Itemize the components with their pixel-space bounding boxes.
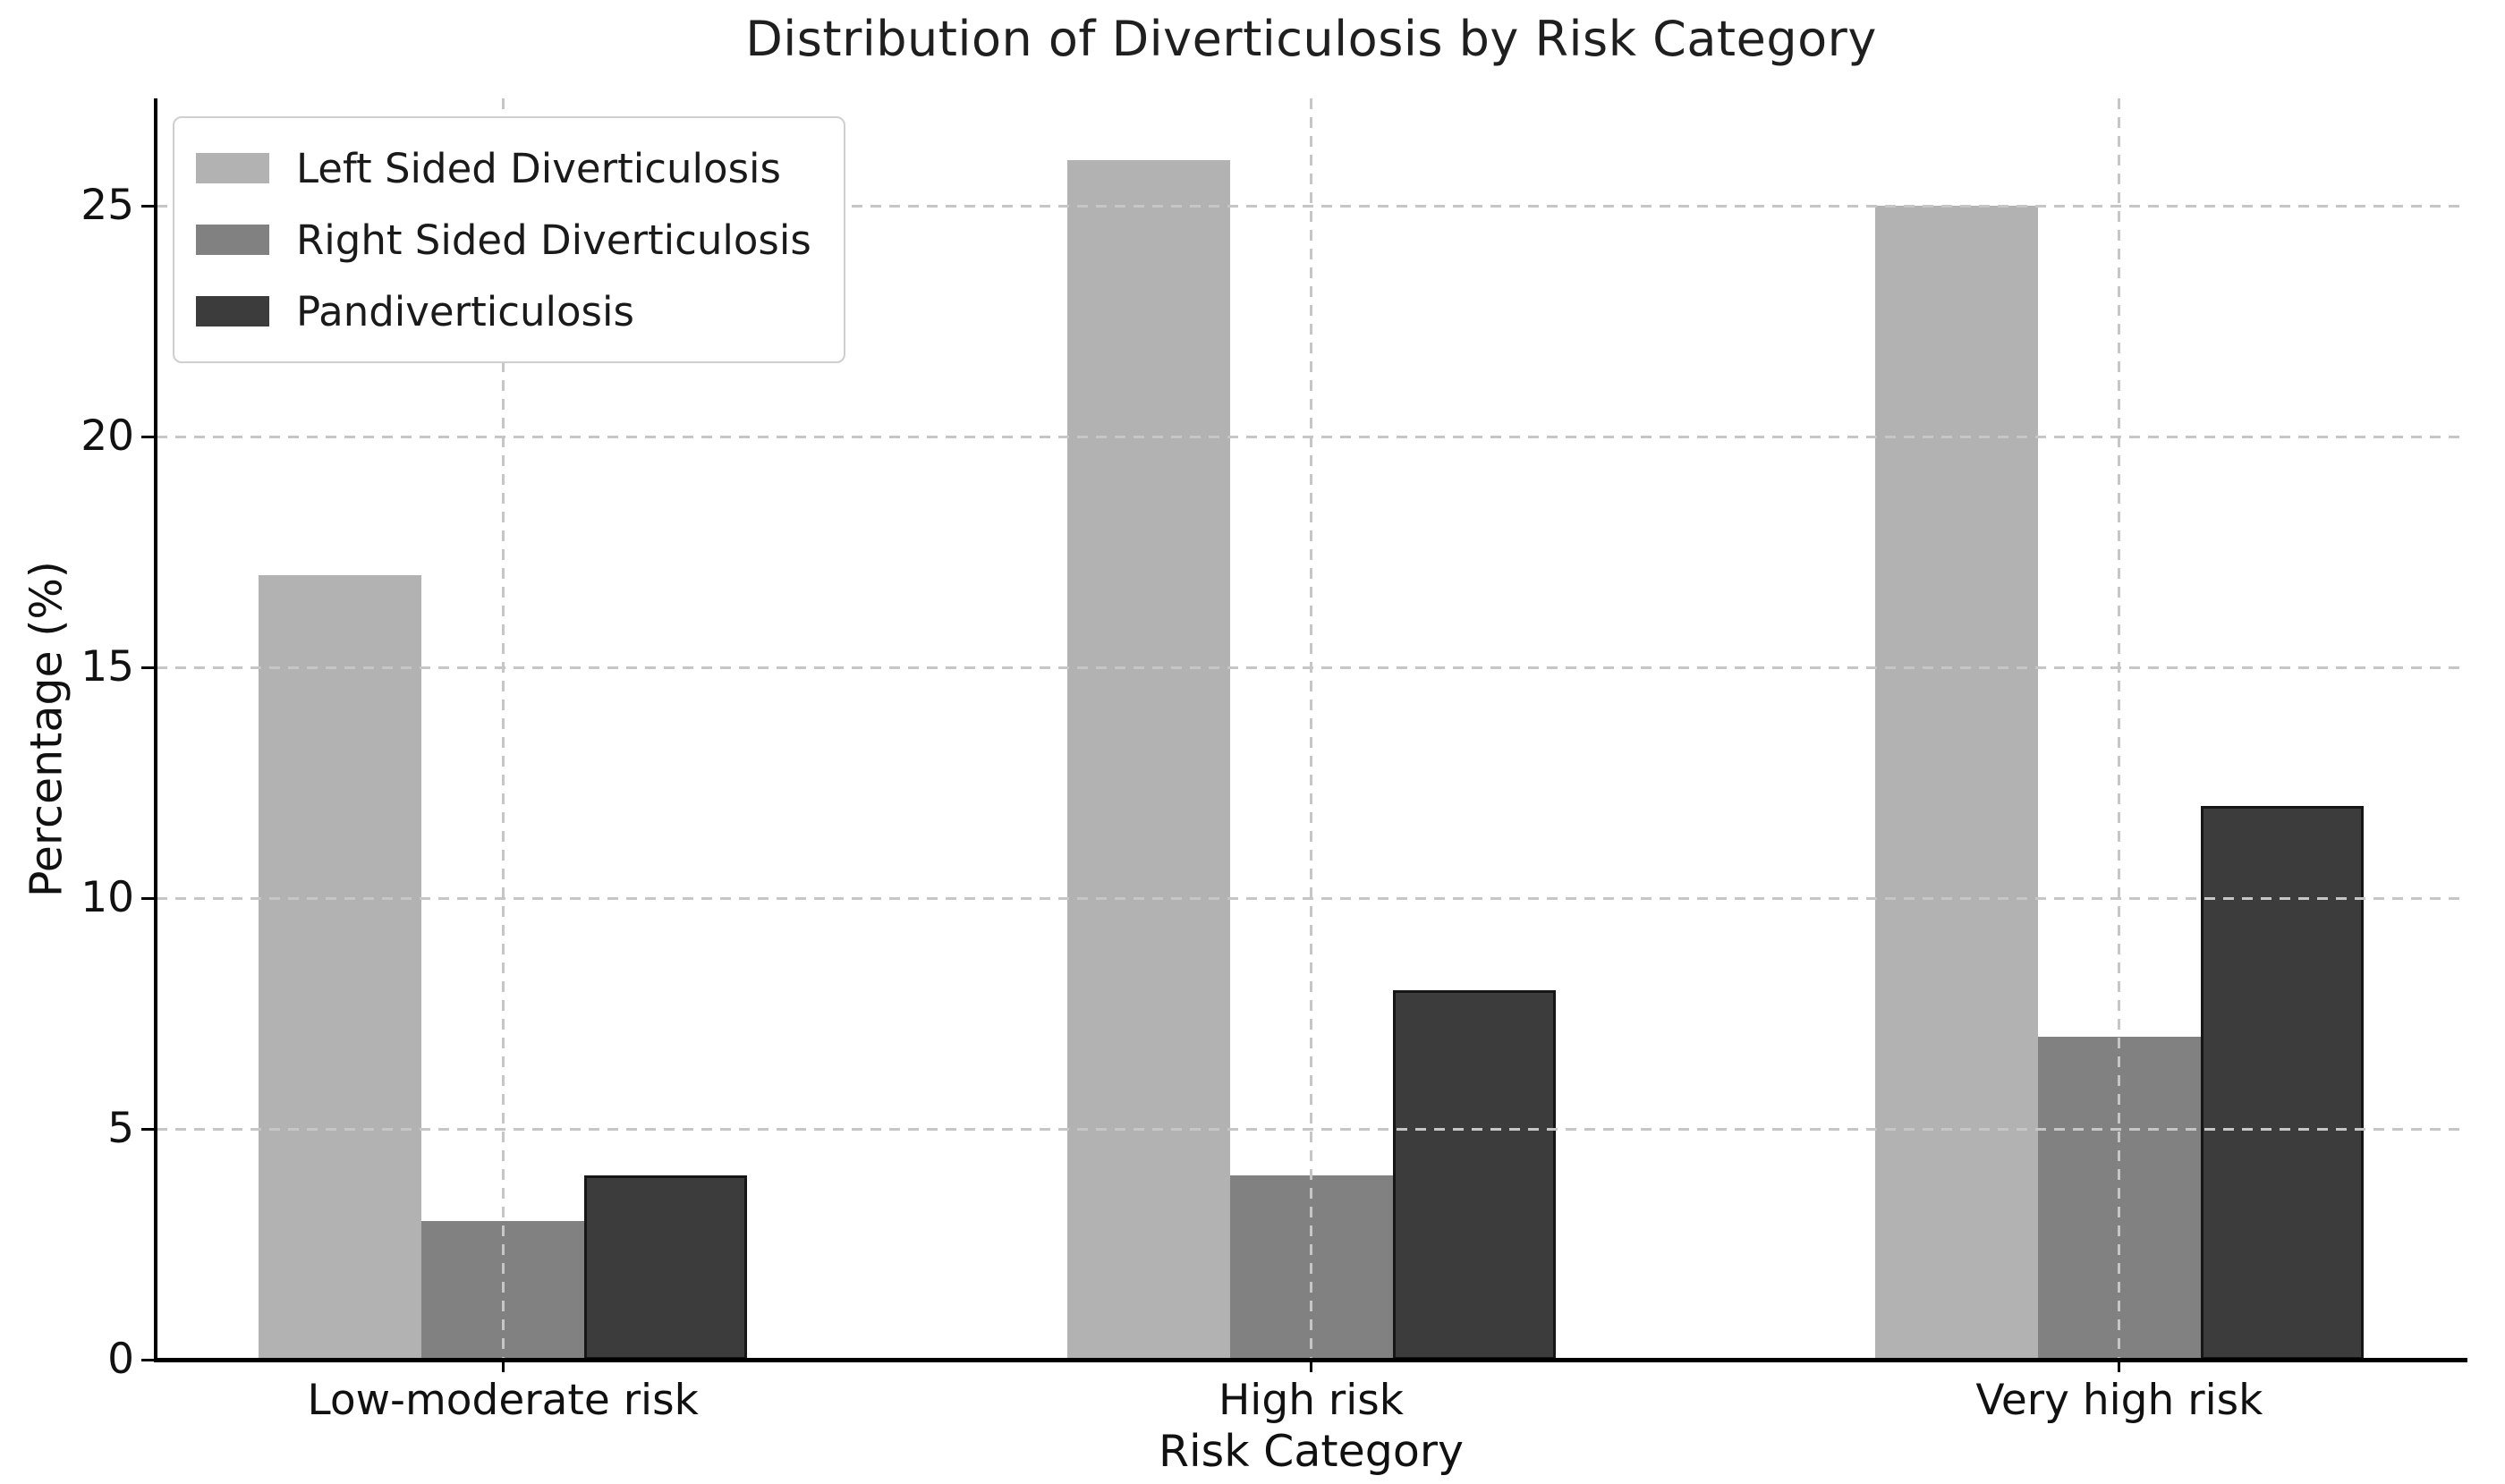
y-tick-label: 25 <box>81 181 134 231</box>
bar-pandiverticulosis-cat3 <box>2200 805 2364 1360</box>
x-tick-mark <box>2118 1360 2121 1372</box>
y-tick-label: 15 <box>81 642 134 692</box>
y-tick-mark <box>141 1127 155 1131</box>
legend-label: Right Sided Diverticulosis <box>296 216 811 264</box>
x-tick-label: Very high risk <box>1975 1376 2263 1425</box>
y-tick-label: 10 <box>81 873 134 923</box>
gridline-v-1 <box>501 98 505 1360</box>
bar-left-sided-diverticulosis-cat3 <box>1874 206 2038 1360</box>
legend-label: Pandiverticulosis <box>296 287 634 335</box>
legend-row: Right Sided Diverticulosis <box>196 204 811 276</box>
y-axis-spine <box>154 98 157 1361</box>
legend-row: Pandiverticulosis <box>196 276 811 347</box>
x-tick-mark <box>501 1360 505 1372</box>
y-tick-mark <box>141 204 155 208</box>
chart-title: Distribution of Diverticulosis by Risk C… <box>745 11 1877 67</box>
legend-swatch-icon <box>196 153 269 183</box>
y-axis-label: Percentage (%) <box>21 560 72 898</box>
legend-swatch-icon <box>196 225 269 255</box>
y-tick-mark <box>141 666 155 669</box>
bar-left-sided-diverticulosis-cat1 <box>259 574 422 1360</box>
bar-pandiverticulosis-cat2 <box>1392 990 1556 1360</box>
y-tick-mark <box>141 896 155 900</box>
bar-left-sided-diverticulosis-cat2 <box>1066 159 1230 1360</box>
legend: Left Sided Diverticulosis Right Sided Div… <box>173 116 845 363</box>
y-tick-label: 5 <box>107 1104 134 1154</box>
y-tick-label: 0 <box>107 1335 134 1384</box>
legend-swatch-icon <box>196 296 269 326</box>
y-tick-mark <box>141 1358 155 1361</box>
y-tick-mark <box>141 435 155 438</box>
legend-label: Left Sided Diverticulosis <box>296 144 781 192</box>
gridline-v-2 <box>1310 98 1312 1360</box>
x-tick-label: High risk <box>1218 1376 1405 1425</box>
bar-pandiverticulosis-cat1 <box>584 1174 748 1360</box>
x-tick-label: Low-moderate risk <box>307 1376 699 1425</box>
y-tick-label: 20 <box>81 411 134 462</box>
x-axis-label: Risk Category <box>1159 1426 1464 1477</box>
x-tick-mark <box>1310 1360 1312 1372</box>
legend-row: Left Sided Diverticulosis <box>196 132 811 204</box>
gridline-v-3 <box>2118 98 2121 1360</box>
